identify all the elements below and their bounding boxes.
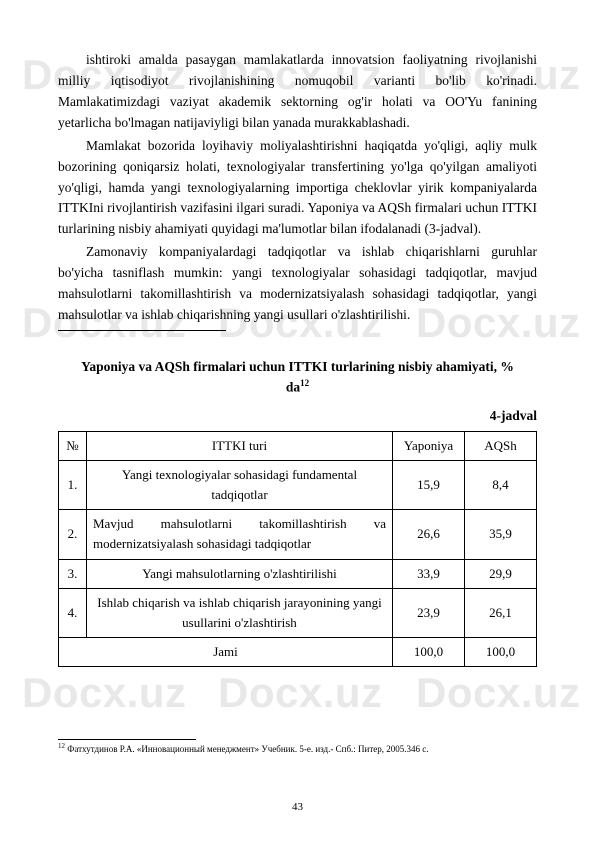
- paragraph-2: Mamlakat bozorida loyihaviy moliyalashti…: [58, 136, 537, 241]
- cell-usa: 8,4: [465, 461, 537, 510]
- cell-num: 3.: [59, 559, 87, 588]
- cell-total-label: Jami: [59, 638, 393, 667]
- table-row: 2. Mavjud mahsulotlarni takomillashtiris…: [59, 510, 537, 559]
- table-title-line1: Yaponiya va AQSh firmalari uchun ITTKI t…: [81, 359, 514, 374]
- title-footnote-ref: 12: [300, 378, 309, 388]
- cell-num: 4.: [59, 588, 87, 637]
- page-number: 43: [0, 799, 595, 816]
- cell-desc: Yangi tеxnologiyalar sohasidagi fundamеn…: [87, 461, 393, 510]
- table-number-label: 4-jadval: [58, 406, 537, 427]
- footnote-body: Фатхутдинов Р.А. «Инновационный менеджме…: [65, 744, 429, 754]
- header-usa: AQSh: [465, 431, 537, 460]
- cell-total-usa: 100,0: [465, 638, 537, 667]
- cell-japan: 26,6: [393, 510, 465, 559]
- data-table: № ITTKI turi Yaponiya AQSh 1. Yangi tеxn…: [58, 431, 537, 667]
- cell-total-japan: 100,0: [393, 638, 465, 667]
- paragraph-1: ishtiroki amalda pasaygan mamlakatlarda …: [58, 50, 537, 134]
- cell-japan: 33,9: [393, 559, 465, 588]
- cell-desc: Yangi mahsulotlarning o'zlashtirilishi: [87, 559, 393, 588]
- footnote-separator: [58, 739, 196, 740]
- page-content: ishtiroki amalda pasaygan mamlakatlarda …: [58, 50, 537, 755]
- table-total-row: Jami 100,0 100,0: [59, 638, 537, 667]
- cell-desc: Ishlab chiqarish va ishlab chiqarish jar…: [87, 588, 393, 637]
- paragraph-3: Zamonaviy kompaniyalardagi tadqiqotlar v…: [58, 242, 537, 326]
- cell-usa: 35,9: [465, 510, 537, 559]
- cell-num: 2.: [59, 510, 87, 559]
- table-header-row: № ITTKI turi Yaponiya AQSh: [59, 431, 537, 460]
- separator-line: [58, 330, 226, 331]
- table-row: 1. Yangi tеxnologiyalar sohasidagi funda…: [59, 461, 537, 510]
- cell-usa: 26,1: [465, 588, 537, 637]
- header-japan: Yaponiya: [393, 431, 465, 460]
- table-title-line2: da: [286, 380, 300, 395]
- header-num: №: [59, 431, 87, 460]
- cell-japan: 15,9: [393, 461, 465, 510]
- cell-desc: Mavjud mahsulotlarni takomillashtirish v…: [87, 510, 393, 559]
- cell-usa: 29,9: [465, 559, 537, 588]
- table-row: 4. Ishlab chiqarish va ishlab chiqarish …: [59, 588, 537, 637]
- footnote-number: 12: [58, 742, 65, 750]
- cell-num: 1.: [59, 461, 87, 510]
- header-type: ITTKI turi: [87, 431, 393, 460]
- table-title: Yaponiya va AQSh firmalari uchun ITTKI t…: [58, 357, 537, 398]
- cell-japan: 23,9: [393, 588, 465, 637]
- footnote-text: 12 Фатхутдинов Р.А. «Инновационный менед…: [58, 742, 537, 755]
- table-row: 3. Yangi mahsulotlarning o'zlashtirilish…: [59, 559, 537, 588]
